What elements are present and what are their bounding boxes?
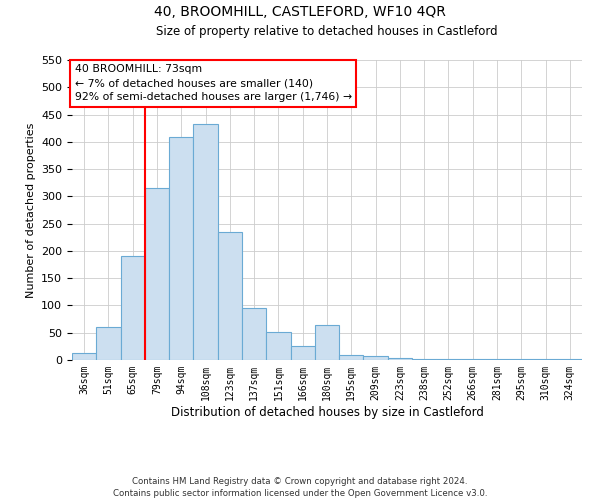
Y-axis label: Number of detached properties: Number of detached properties (26, 122, 35, 298)
Bar (388, 358, 412, 360)
Bar (290, 346, 315, 360)
Bar (72, 353, 96, 360)
Bar (145, 188, 169, 360)
Bar (339, 354, 364, 360)
X-axis label: Distribution of detached houses by size in Castleford: Distribution of detached houses by size … (170, 406, 484, 418)
Bar (364, 356, 388, 360)
Bar (193, 124, 218, 360)
Bar (412, 359, 436, 360)
Bar (96, 328, 121, 360)
Bar (169, 138, 193, 360)
Text: 40, BROOMHILL, CASTLEFORD, WF10 4QR: 40, BROOMHILL, CASTLEFORD, WF10 4QR (154, 5, 446, 19)
Title: Size of property relative to detached houses in Castleford: Size of property relative to detached ho… (156, 25, 498, 38)
Bar (218, 232, 242, 360)
Text: 40 BROOMHILL: 73sqm
← 7% of detached houses are smaller (140)
92% of semi-detach: 40 BROOMHILL: 73sqm ← 7% of detached hou… (74, 64, 352, 102)
Bar (315, 324, 339, 360)
Bar (121, 256, 145, 360)
Text: Contains HM Land Registry data © Crown copyright and database right 2024.
Contai: Contains HM Land Registry data © Crown c… (113, 476, 487, 498)
Bar (266, 332, 290, 360)
Bar (242, 308, 266, 360)
